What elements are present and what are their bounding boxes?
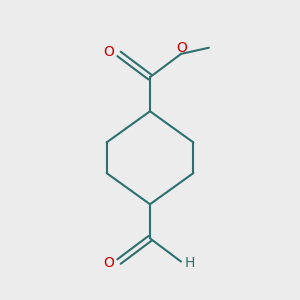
Text: O: O bbox=[103, 45, 114, 59]
Text: O: O bbox=[103, 256, 114, 270]
Text: H: H bbox=[185, 256, 196, 270]
Text: O: O bbox=[176, 41, 187, 55]
